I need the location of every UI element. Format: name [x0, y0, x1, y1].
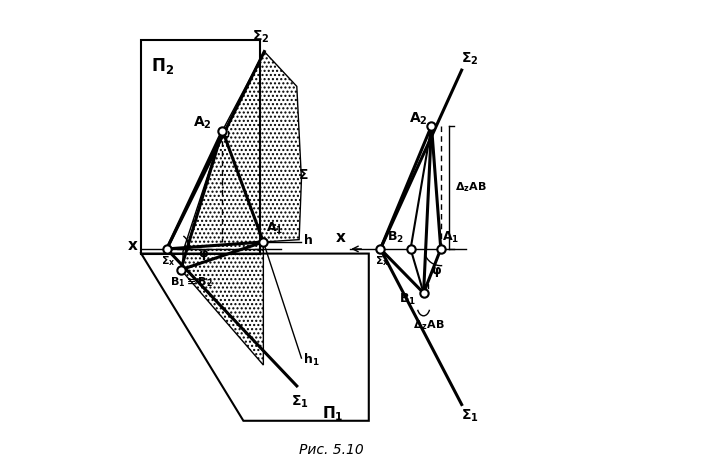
Text: $\mathbf{\Sigma_2}$: $\mathbf{\Sigma_2}$ — [252, 28, 270, 45]
Text: $\mathbf{A_1}$: $\mathbf{A_1}$ — [442, 230, 459, 245]
Text: $\mathbf{\Sigma_x}$: $\mathbf{\Sigma_x}$ — [161, 255, 175, 268]
Text: $\mathbf{\Pi_2}$: $\mathbf{\Pi_2}$ — [150, 56, 173, 76]
Text: $\mathbf{x}$: $\mathbf{x}$ — [335, 230, 347, 245]
Text: $\mathbf{\varphi}$: $\mathbf{\varphi}$ — [198, 249, 209, 262]
Text: $\mathbf{A_1}$: $\mathbf{A_1}$ — [266, 221, 283, 236]
Text: Рис. 5.10: Рис. 5.10 — [299, 443, 364, 456]
Text: $\mathbf{\Delta_z AB}$: $\mathbf{\Delta_z AB}$ — [413, 319, 445, 332]
Text: $\mathbf{\Sigma}$: $\mathbf{\Sigma}$ — [298, 168, 308, 181]
Text: $\mathbf{B_1}$: $\mathbf{B_1}$ — [399, 291, 416, 306]
Text: $\mathbf{\Sigma_1}$: $\mathbf{\Sigma_1}$ — [291, 394, 309, 410]
Text: $\mathbf{A_2}$: $\mathbf{A_2}$ — [193, 114, 212, 131]
Text: $\mathbf{\Sigma_1}$: $\mathbf{\Sigma_1}$ — [461, 408, 478, 424]
Text: $\mathbf{\Sigma_x}$: $\mathbf{\Sigma_x}$ — [375, 255, 390, 268]
Text: $\mathbf{A_2}$: $\mathbf{A_2}$ — [410, 111, 429, 127]
Text: $\mathbf{\varphi}$: $\mathbf{\varphi}$ — [431, 265, 442, 279]
Text: $\mathbf{h_1}$: $\mathbf{h_1}$ — [303, 352, 319, 368]
Text: $\mathbf{\Delta_z AB}$: $\mathbf{\Delta_z AB}$ — [455, 180, 487, 194]
Text: $\mathbf{h}$: $\mathbf{h}$ — [303, 233, 313, 247]
Text: $\mathbf{\Sigma_2}$: $\mathbf{\Sigma_2}$ — [461, 50, 478, 67]
Text: $\mathbf{B_2}$: $\mathbf{B_2}$ — [387, 230, 404, 245]
Text: $\mathbf{x}$: $\mathbf{x}$ — [127, 238, 139, 253]
Text: $\mathbf{B_1{\equiv}B_2}$: $\mathbf{B_1{\equiv}B_2}$ — [170, 275, 214, 289]
Text: $\mathbf{\Pi_1}$: $\mathbf{\Pi_1}$ — [322, 405, 344, 423]
